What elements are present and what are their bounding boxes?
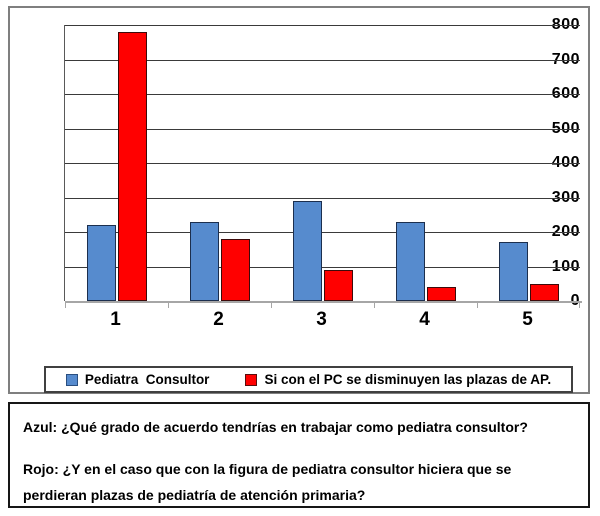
axis-tick (65, 302, 66, 308)
y-tick-label: 500 (551, 119, 580, 137)
caption-azul: Azul: ¿Qué grado de acuerdo tendrías en … (23, 419, 528, 435)
bar (529, 283, 559, 301)
y-tick-label: 800 (551, 16, 580, 33)
gridline (65, 59, 580, 61)
gridline (65, 266, 580, 268)
bar (86, 225, 116, 301)
bar (426, 287, 456, 301)
axis-tick (271, 302, 272, 308)
legend-item-pediatra-consultor: Pediatra Consultor (65, 372, 210, 387)
y-tick-label: 200 (551, 223, 580, 240)
gridline (65, 94, 580, 95)
gridline (65, 25, 580, 26)
x-tick-label: 5 (522, 309, 533, 330)
bar-group (168, 25, 271, 301)
axis-tick (374, 302, 375, 308)
x-axis-labels: 1 2 3 4 5 (64, 304, 579, 336)
caption-box: Azul: ¿Qué grado de acuerdo tendrías en … (8, 402, 590, 508)
bar-group (374, 25, 477, 301)
bar-group (477, 25, 580, 301)
caption-rojo: Rojo: ¿Y en el caso que con la figura de… (23, 461, 512, 503)
gridline (65, 128, 580, 130)
y-tick-label: 400 (551, 154, 580, 171)
legend-label: Pediatra Consultor (84, 372, 210, 387)
x-tick-label: 1 (110, 309, 121, 330)
red-series-swatch-icon (245, 373, 258, 386)
plot-area (64, 25, 582, 308)
bar (395, 221, 425, 301)
bar-group (65, 25, 168, 301)
blue-series-swatch-icon (65, 373, 78, 386)
legend-item-plazas-ap: Si con el PC se disminuyen las plazas de… (245, 372, 551, 387)
chart-legend: Pediatra Consultor Si con el PC se dismi… (44, 366, 573, 393)
bar (292, 200, 322, 301)
bar (498, 242, 528, 301)
y-tick-label: 300 (551, 188, 580, 206)
axis-tick (168, 302, 169, 308)
x-axis-line (65, 301, 582, 303)
x-tick-label: 3 (316, 309, 327, 330)
gridline (65, 232, 580, 233)
y-tick-label: 100 (551, 257, 580, 275)
y-tick-label: 600 (551, 85, 580, 102)
x-tick-label: 4 (419, 309, 430, 330)
axis-tick (477, 302, 478, 308)
gridline (65, 197, 580, 199)
y-tick-label: 700 (551, 50, 580, 68)
bar (189, 221, 219, 301)
bar (220, 238, 250, 301)
bar (117, 31, 147, 301)
x-tick-label: 2 (213, 309, 224, 330)
legend-label: Si con el PC se disminuyen las plazas de… (264, 372, 552, 387)
bar (323, 269, 353, 301)
y-tick-label: 0 (571, 292, 580, 310)
bar-chart: 0 100 200 300 400 500 600 700 800 1 2 3 4 5 Pediatra… (8, 6, 590, 394)
gridline (65, 163, 580, 164)
bar-group (271, 25, 374, 301)
axis-tick (579, 302, 580, 308)
